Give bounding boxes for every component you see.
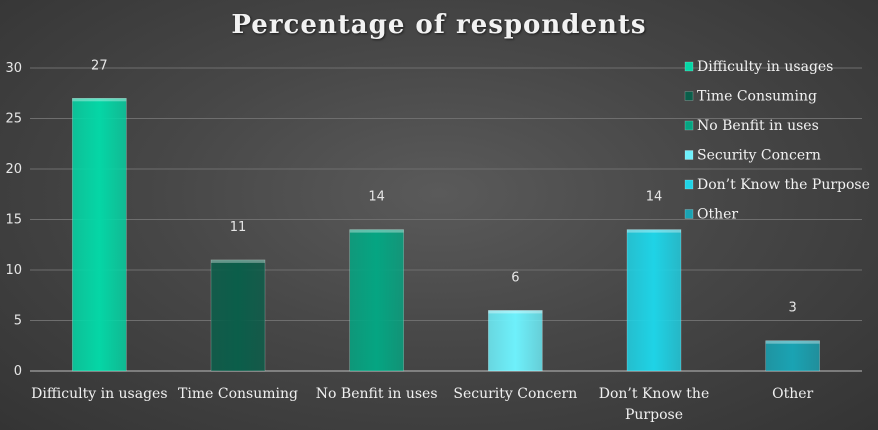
legend-swatch — [684, 91, 694, 101]
data-label: 11 — [230, 220, 247, 235]
legend-label: Time Consuming — [697, 89, 817, 105]
bar — [626, 229, 682, 372]
x-tick-label: Don’t Know the — [599, 386, 709, 402]
y-tick-label: 0 — [14, 364, 22, 379]
data-label: 27 — [91, 58, 108, 73]
legend-label: Difficulty in usages — [697, 59, 833, 75]
bar-highlight — [72, 98, 127, 102]
data-label: 14 — [368, 190, 385, 205]
y-tick-label: 30 — [5, 61, 22, 76]
bar — [72, 98, 127, 372]
legend-swatch — [684, 179, 694, 190]
legend-swatch — [684, 61, 694, 72]
bar — [349, 229, 404, 372]
legend-label: Security Concern — [697, 148, 821, 164]
bar-highlight — [627, 229, 681, 233]
bar — [210, 259, 266, 372]
y-tick-label: 25 — [5, 112, 22, 127]
x-tick-label: Time Consuming — [178, 386, 298, 402]
bar — [488, 310, 543, 372]
y-tick-label: 10 — [5, 263, 22, 278]
bar-highlight — [765, 340, 820, 344]
legend-label: No Benfit in uses — [697, 118, 819, 134]
bar-highlight — [211, 259, 265, 263]
x-tick-label: Other — [772, 386, 813, 402]
data-label: 14 — [646, 190, 663, 205]
bar-highlight — [488, 310, 543, 314]
y-tick-label: 20 — [5, 162, 22, 177]
bar — [765, 340, 820, 372]
x-tick-label: Difficulty in usages — [31, 386, 167, 402]
bar-highlight — [349, 229, 404, 233]
legend-label: Other — [697, 207, 738, 223]
chart-title: Percentage of respondents — [231, 10, 647, 40]
legend-label: Don’t Know the Purpose — [697, 177, 870, 193]
legend-swatch — [684, 120, 694, 131]
y-tick-label: 5 — [14, 314, 22, 329]
x-tick-label: Purpose — [625, 407, 683, 423]
data-label: 6 — [511, 270, 519, 285]
y-tick-label: 15 — [5, 213, 22, 228]
legend-swatch — [684, 209, 694, 219]
data-label: 3 — [789, 301, 797, 316]
legend-swatch — [684, 150, 694, 160]
x-tick-label: Security Concern — [453, 386, 577, 402]
x-tick-label: No Benfit in uses — [316, 386, 438, 402]
